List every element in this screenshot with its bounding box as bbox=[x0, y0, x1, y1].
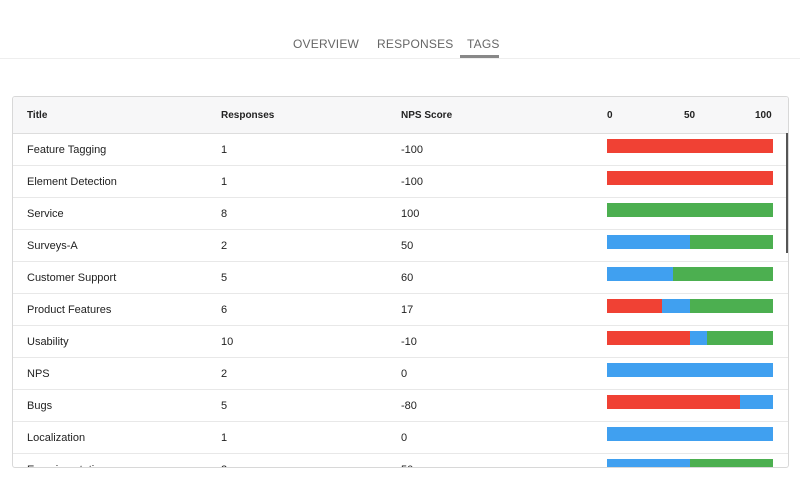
row-title: Feature Tagging bbox=[27, 144, 107, 156]
nps-distribution-bar bbox=[607, 427, 773, 441]
promoter-segment bbox=[607, 203, 773, 217]
promoter-segment bbox=[673, 267, 773, 281]
tab-responses[interactable]: RESPONSES bbox=[377, 37, 454, 51]
tags-table: Title Responses NPS Score 0 50 100 Featu… bbox=[12, 96, 789, 468]
nps-distribution-bar bbox=[607, 331, 773, 345]
passive-segment bbox=[739, 395, 773, 409]
tab-tags[interactable]: TAGS bbox=[467, 37, 500, 51]
active-tab-indicator bbox=[460, 55, 499, 58]
axis-tick-0: 0 bbox=[607, 110, 613, 121]
row-responses: 5 bbox=[221, 400, 228, 412]
table-row[interactable]: Feature Tagging 1 -100 bbox=[13, 134, 788, 166]
row-responses: 8 bbox=[221, 208, 228, 220]
passive-segment bbox=[607, 459, 690, 467]
row-title: Usability bbox=[27, 336, 69, 348]
row-responses: 5 bbox=[221, 272, 228, 284]
passive-segment bbox=[607, 427, 773, 441]
row-title: Element Detection bbox=[27, 176, 117, 188]
header-nps[interactable]: NPS Score bbox=[401, 110, 453, 121]
header-title[interactable]: Title bbox=[27, 110, 48, 121]
detractor-segment bbox=[607, 395, 740, 409]
table-row[interactable]: NPS 2 0 bbox=[13, 358, 788, 390]
tab-overview[interactable]: OVERVIEW bbox=[293, 37, 360, 51]
header-responses[interactable]: Responses bbox=[221, 110, 275, 121]
row-responses: 10 bbox=[221, 336, 234, 348]
axis-tick-100: 100 bbox=[755, 110, 772, 121]
row-responses: 1 bbox=[221, 432, 228, 444]
promoter-segment bbox=[706, 331, 773, 345]
promoter-segment bbox=[690, 459, 773, 467]
nps-distribution-bar bbox=[607, 235, 773, 249]
nps-distribution-bar bbox=[607, 395, 773, 409]
row-responses: 2 bbox=[221, 240, 228, 252]
row-nps: -80 bbox=[401, 400, 417, 412]
nps-distribution-bar bbox=[607, 363, 773, 377]
row-nps: 50 bbox=[401, 240, 414, 252]
row-responses: 1 bbox=[221, 144, 228, 156]
row-nps: -100 bbox=[401, 144, 424, 156]
axis-tick-50: 50 bbox=[684, 110, 696, 121]
passive-segment bbox=[607, 235, 690, 249]
row-responses: 2 bbox=[221, 368, 228, 380]
row-nps: 100 bbox=[401, 208, 420, 220]
nps-distribution-bar bbox=[607, 299, 773, 313]
row-responses: 2 bbox=[221, 464, 227, 467]
table-row[interactable]: Usability 10 -10 bbox=[13, 326, 788, 358]
table-row[interactable]: Experimentation 2 50 bbox=[13, 454, 788, 467]
row-title: NPS bbox=[27, 368, 50, 380]
promoter-segment bbox=[690, 235, 773, 249]
table-row[interactable]: Customer Support 5 60 bbox=[13, 262, 788, 294]
row-nps: 50 bbox=[401, 464, 413, 467]
table-row[interactable]: Surveys-A 2 50 bbox=[13, 230, 788, 262]
row-nps: 60 bbox=[401, 272, 414, 284]
table-row[interactable]: Product Features 6 17 bbox=[13, 294, 788, 326]
detractor-segment bbox=[607, 331, 690, 345]
row-title: Service bbox=[27, 208, 64, 220]
passive-segment bbox=[661, 299, 690, 313]
row-title: Bugs bbox=[27, 400, 53, 412]
detractor-segment bbox=[607, 299, 662, 313]
detractor-segment bbox=[607, 171, 773, 185]
row-nps: 0 bbox=[401, 432, 408, 444]
row-responses: 1 bbox=[221, 176, 228, 188]
row-responses: 6 bbox=[221, 304, 228, 316]
row-nps: -100 bbox=[401, 176, 424, 188]
row-title: Customer Support bbox=[27, 272, 117, 284]
row-nps: -10 bbox=[401, 336, 417, 348]
tab-bar: OVERVIEW RESPONSES TAGS bbox=[0, 0, 800, 59]
nps-distribution-bar bbox=[607, 267, 773, 281]
nps-distribution-bar bbox=[607, 203, 773, 217]
row-title: Product Features bbox=[27, 304, 112, 316]
table-row[interactable]: Service 8 100 bbox=[13, 198, 788, 230]
passive-segment bbox=[607, 267, 674, 281]
nps-distribution-bar bbox=[607, 459, 773, 467]
scrollbar[interactable] bbox=[786, 133, 788, 253]
row-title: Experimentation bbox=[27, 464, 107, 467]
row-nps: 17 bbox=[401, 304, 414, 316]
row-title: Surveys-A bbox=[27, 240, 78, 252]
table-header: Title Responses NPS Score 0 50 100 bbox=[13, 97, 788, 134]
detractor-segment bbox=[607, 139, 773, 153]
nps-distribution-bar bbox=[607, 139, 773, 153]
row-title: Localization bbox=[27, 432, 86, 444]
passive-segment bbox=[690, 331, 707, 345]
table-row[interactable]: Localization 1 0 bbox=[13, 422, 788, 454]
nps-distribution-bar bbox=[607, 171, 773, 185]
table-row[interactable]: Bugs 5 -80 bbox=[13, 390, 788, 422]
passive-segment bbox=[607, 363, 773, 377]
row-nps: 0 bbox=[401, 368, 408, 380]
promoter-segment bbox=[689, 299, 773, 313]
table-row[interactable]: Element Detection 1 -100 bbox=[13, 166, 788, 198]
